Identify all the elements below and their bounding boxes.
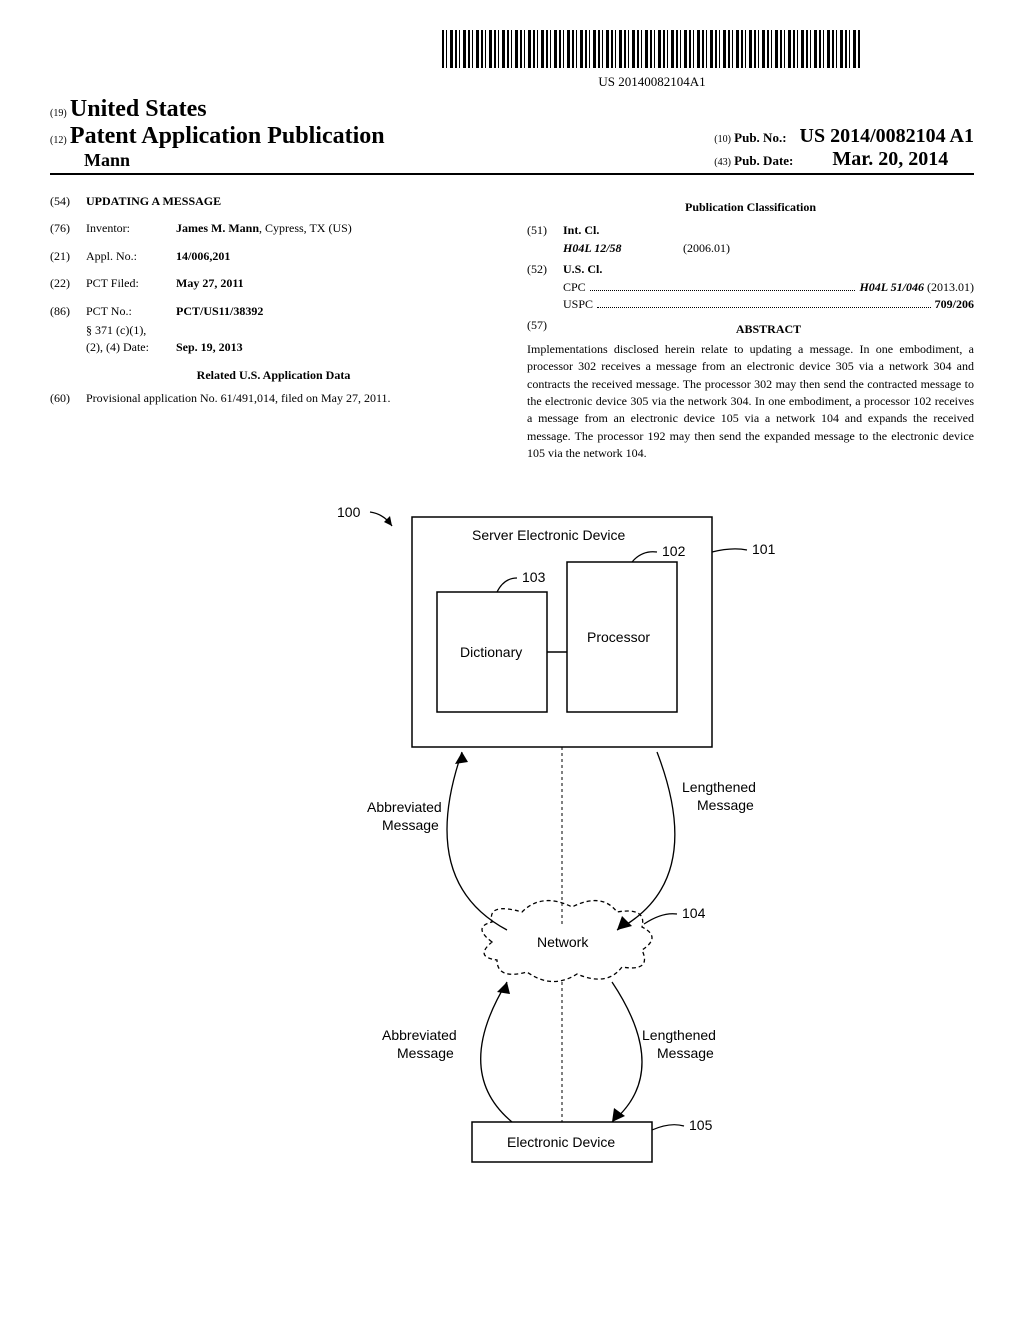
barcode-number: US 20140082104A1 (330, 74, 974, 90)
figure-svg: 100 Server Electronic Device 101 Process… (212, 482, 812, 1182)
left-column: (54) UPDATING A MESSAGE (76) Inventor: J… (50, 193, 497, 462)
country: United States (70, 96, 207, 122)
pubdate: Mar. 20, 2014 (832, 148, 948, 170)
f60-num: (60) (50, 390, 86, 407)
abbrev-up-2: Message (382, 817, 439, 833)
f86-sub-value: Sep. 19, 2013 (176, 339, 497, 356)
processor-label: Processor (587, 629, 650, 645)
abstract-text: Implementations disclosed herein relate … (527, 341, 974, 463)
ref-101: 101 (752, 541, 776, 557)
pubno: US 2014/0082104 A1 (800, 125, 974, 147)
barcode-graphic (442, 30, 862, 68)
device-label: Electronic Device (507, 1134, 615, 1150)
appl-no: 14/006,201 (176, 248, 497, 265)
f51-num: (51) (527, 222, 563, 239)
header-left: (19) United States (12) Patent Applicati… (50, 96, 385, 171)
doctype: Patent Application Publication (70, 123, 385, 149)
dictionary-label: Dictionary (460, 644, 522, 660)
header-row: (19) United States (12) Patent Applicati… (50, 96, 974, 175)
f86-label: PCT No.: (86, 303, 176, 320)
abbrev-down-2: Message (397, 1045, 454, 1061)
pubclass-title: Publication Classification (527, 199, 974, 216)
invention-title: UPDATING A MESSAGE (86, 193, 497, 210)
arrow-abbrev-down (481, 982, 512, 1122)
inventor-name: James M. Mann (176, 221, 259, 235)
header-right: (10) Pub. No.: US 2014/0082104 A1 (43) P… (714, 125, 974, 171)
provisional-text: Provisional application No. 61/491,014, … (86, 390, 497, 407)
pct-no: PCT/US11/38392 (176, 303, 497, 320)
barcode-block: US 20140082104A1 (330, 30, 974, 90)
cpc-value: H04L 51/046 (859, 279, 924, 296)
ref-103: 103 (522, 569, 546, 585)
uspc-value: 709/206 (935, 296, 974, 313)
figure-1: 100 Server Electronic Device 101 Process… (50, 482, 974, 1182)
pct-filed: May 27, 2011 (176, 275, 497, 292)
f86-sub1: § 371 (c)(1), (86, 322, 176, 339)
arrow-length-down (612, 982, 642, 1122)
server-label: Server Electronic Device (472, 527, 625, 543)
dots-leader (597, 296, 931, 308)
f22-label: PCT Filed: (86, 275, 176, 292)
pubdate-num: (43) (714, 157, 731, 168)
f76-label: Inventor: (86, 220, 176, 237)
f57-num: (57) (527, 317, 563, 338)
f52-num: (52) (527, 261, 563, 278)
inventor-location: , Cypress, TX (US) (259, 221, 352, 235)
f21-num: (21) (50, 248, 86, 265)
length-down-2: Message (657, 1045, 714, 1061)
int-cl-year: (2006.01) (683, 240, 730, 257)
abstract-label: ABSTRACT (563, 321, 974, 338)
ref-105: 105 (689, 1117, 713, 1133)
network-label: Network (537, 934, 589, 950)
dots-leader (590, 279, 856, 291)
uspc-label: USPC (563, 296, 593, 313)
f22-num: (22) (50, 275, 86, 292)
f51-label: Int. Cl. (563, 222, 974, 239)
f54-num: (54) (50, 193, 86, 210)
length-up-2: Message (697, 797, 754, 813)
right-column: Publication Classification (51) Int. Cl.… (527, 193, 974, 462)
arrow-length-up (617, 752, 675, 930)
pubdate-label: Pub. Date: (734, 153, 793, 168)
length-up-1: Lengthened (682, 779, 756, 795)
related-data-title: Related U.S. Application Data (50, 367, 497, 384)
abbrev-down-1: Abbreviated (382, 1027, 457, 1043)
ref-102: 102 (662, 543, 686, 559)
cpc-year: (2013.01) (927, 279, 974, 296)
country-num: (19) (50, 108, 67, 119)
length-down-1: Lengthened (642, 1027, 716, 1043)
bibliographic-columns: (54) UPDATING A MESSAGE (76) Inventor: J… (50, 193, 974, 462)
arrow-abbrev-up (447, 752, 507, 930)
f52-label: U.S. Cl. (563, 261, 974, 278)
int-cl-code: H04L 12/58 (563, 240, 683, 257)
pubno-label: Pub. No.: (734, 130, 786, 145)
doctype-num: (12) (50, 135, 67, 146)
f76-num: (76) (50, 220, 86, 237)
inventor-line: Mann (84, 150, 385, 171)
cpc-label: CPC (563, 279, 586, 296)
pubno-num: (10) (714, 134, 731, 145)
f21-label: Appl. No.: (86, 248, 176, 265)
f86-sub2: (2), (4) Date: (86, 339, 176, 356)
ref-100: 100 (337, 504, 361, 520)
f86-num: (86) (50, 303, 86, 320)
abbrev-up-1: Abbreviated (367, 799, 442, 815)
ref-104: 104 (682, 905, 706, 921)
